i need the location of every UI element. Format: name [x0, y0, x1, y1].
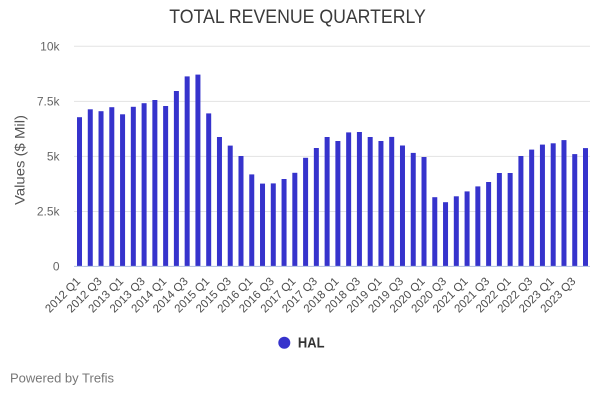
svg-text:TOTAL REVENUE QUARTERLY: TOTAL REVENUE QUARTERLY	[169, 7, 426, 28]
svg-text:5k: 5k	[47, 150, 61, 164]
svg-text:10k: 10k	[40, 40, 60, 54]
svg-text:2.5k: 2.5k	[37, 205, 61, 219]
svg-text:7.5k: 7.5k	[37, 95, 61, 109]
svg-text:0: 0	[53, 260, 60, 274]
svg-text:HAL: HAL	[298, 336, 325, 352]
svg-text:Powered by Trefis: Powered by Trefis	[10, 370, 115, 385]
svg-text:Values ($ Mil): Values ($ Mil)	[13, 115, 28, 205]
